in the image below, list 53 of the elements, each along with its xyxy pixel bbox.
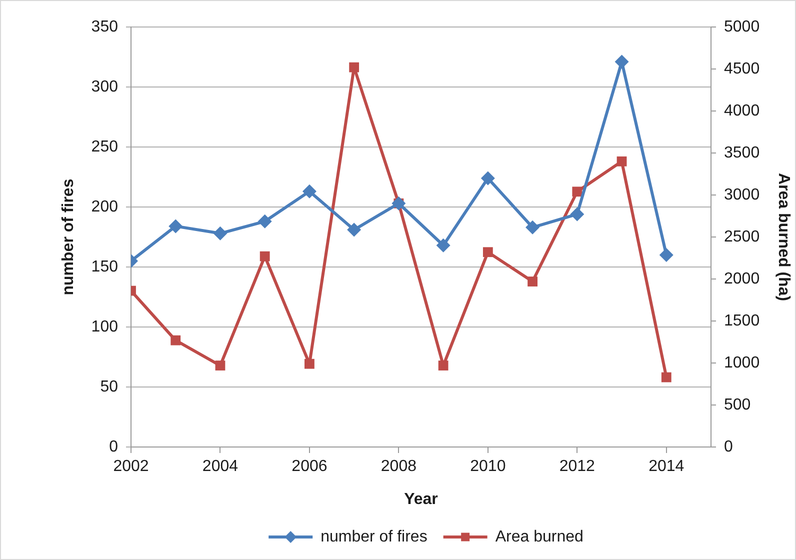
x-tick-label: 2014 [648,458,684,476]
y-tick-label: 50 [100,378,118,396]
point [482,247,493,258]
y2-tick-label: 3000 [724,186,760,204]
point [528,276,538,286]
y2-tick-label: 0 [724,438,733,456]
x-tick-label: 2008 [380,458,417,476]
point [258,214,272,228]
legend-label: Area burned [495,528,584,546]
x-tick-label: 2004 [202,458,238,476]
point [526,220,540,234]
y2-tick-label: 500 [724,396,751,414]
point [436,238,450,252]
y2-tick-label: 5000 [724,18,760,36]
point [260,251,270,262]
y2-axis-title: Area burned (ha) [774,172,792,302]
y-tick-label: 250 [91,138,118,156]
x-tick-label: 2010 [470,458,506,476]
point [480,171,495,186]
point [168,219,183,234]
x-tick-label: 2002 [113,458,149,476]
point [347,222,362,237]
point [570,207,584,222]
x-axis-title: Year [404,490,438,508]
point [438,360,448,370]
y2-tick-label: 2500 [724,228,760,246]
y2-tick-label: 4000 [724,102,760,120]
y-tick-label: 200 [91,198,118,216]
x-tick-label: 2012 [559,458,596,476]
point [614,54,629,69]
y-tick-label: 150 [91,258,118,276]
point [572,186,582,197]
legend-label: number of fires [320,528,428,546]
point [349,62,360,72]
point [215,360,226,370]
point [170,335,181,346]
y-tick-label: 100 [91,318,118,336]
y-tick-label: 350 [91,18,118,36]
x-tick-label: 2006 [292,458,328,476]
point [661,372,672,382]
y2-tick-label: 1500 [724,312,760,330]
y2-tick-label: 1000 [724,354,760,372]
point [304,358,314,369]
y-axis-title: number of fires [60,178,78,296]
y2-tick-label: 2000 [724,270,760,288]
y-tick-label: 0 [109,438,118,456]
point [302,184,316,198]
point [213,226,228,240]
y-tick-label: 300 [91,78,118,96]
point [616,156,627,166]
point [659,248,674,262]
y2-tick-label: 3500 [724,144,760,162]
y2-tick-label: 4500 [724,60,760,78]
